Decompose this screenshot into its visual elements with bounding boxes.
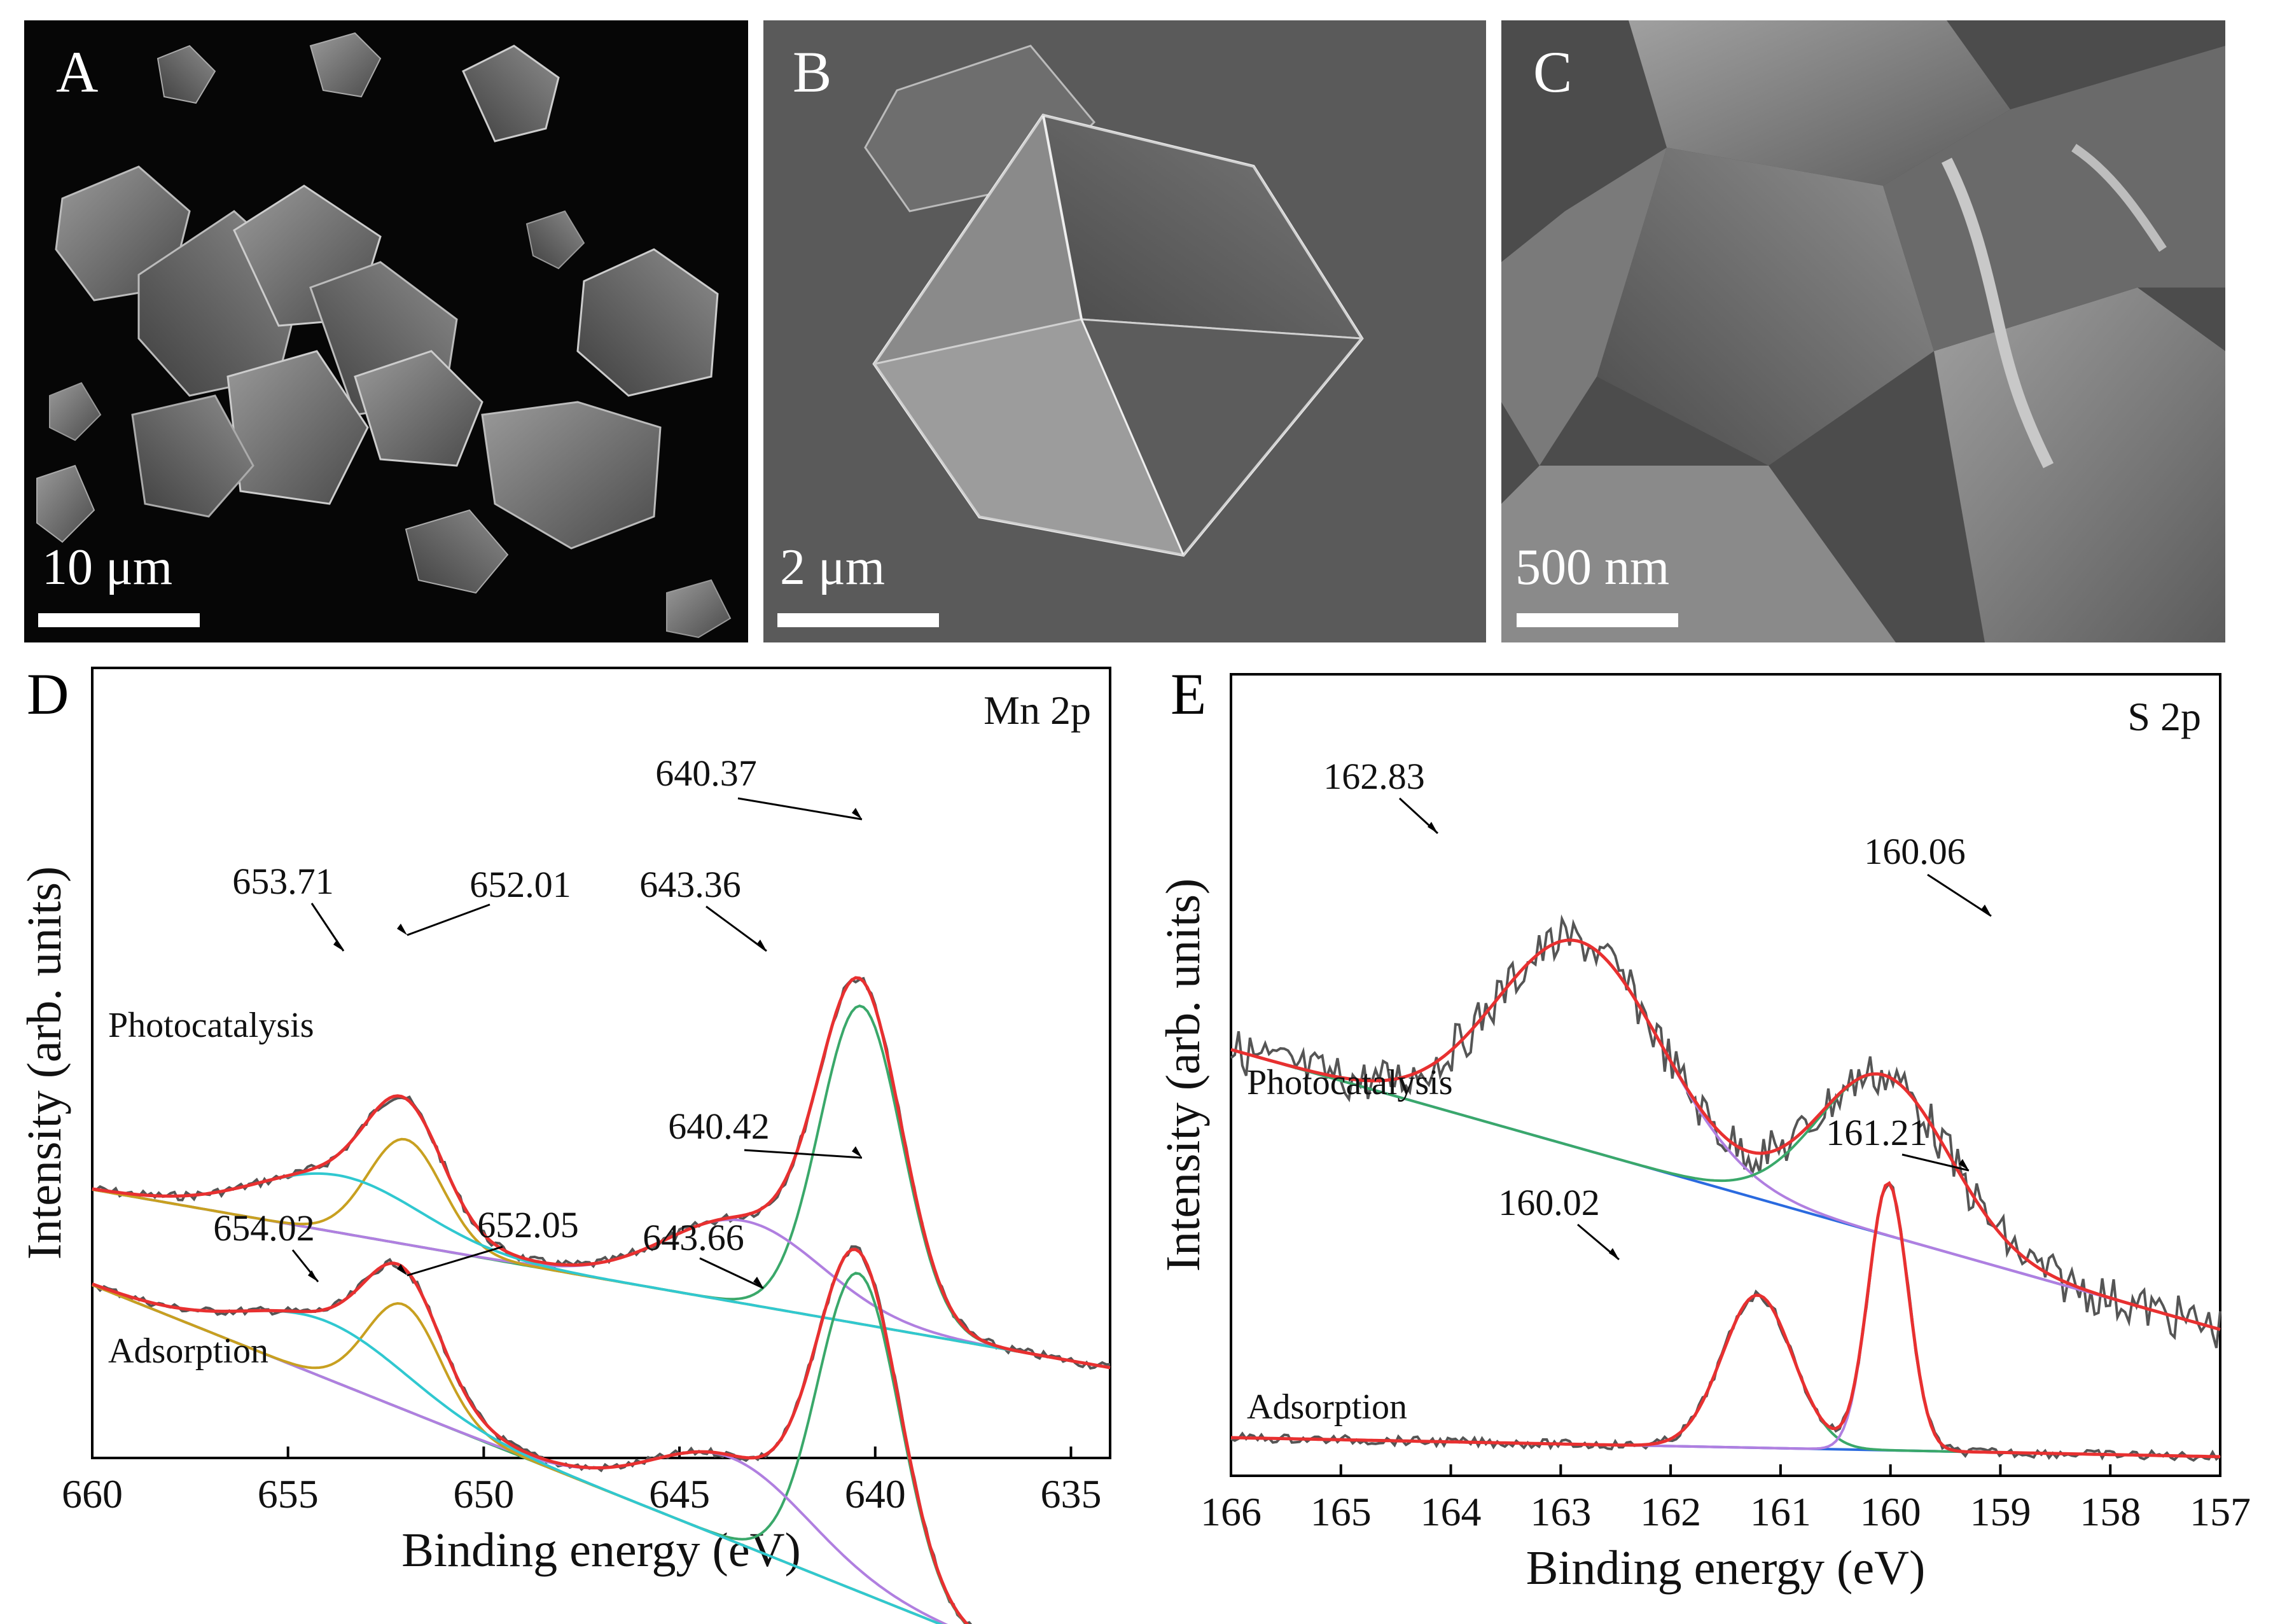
x-tick-label: 655 [258,1471,319,1516]
x-tick-label: 160 [1860,1489,1921,1534]
peak-arrow [1901,1153,1970,1172]
peak-label: 643.36 [639,864,741,905]
s2p-plot-svg: 166 165 164 163 162 161 160 159 158 157 Binding en… [1157,673,2251,1595]
arrow-head [1959,1159,1969,1170]
scale-label-a: 10 μm [42,539,173,595]
peak-label: 161.21 [1826,1112,1928,1153]
arrow-head [756,940,767,951]
peak-arrow [737,797,863,821]
scale-bar-b [777,613,939,627]
x-tick-label: 650 [453,1471,514,1516]
component-fit [1230,1294,2221,1458]
plot-frame [1230,673,2221,1477]
sem-image-c: C 500 nm [1501,20,2225,642]
x-tick-label: 640 [845,1471,906,1516]
peak-label: 162.83 [1323,756,1425,797]
plot-frame [91,667,1111,1459]
peak-arrow [744,1149,863,1159]
single-octahedron-picture [864,45,1364,557]
x-tick-label: 166 [1200,1489,1262,1534]
sem-image-b: B 2 μm [763,20,1486,642]
arrow-head [308,1270,318,1282]
x-axis-label: Binding energy (eV) [1526,1541,1926,1595]
peak-arrow [407,1246,503,1277]
scale-bar-c [1517,613,1678,627]
sem-image-a: A 10 μm [24,20,748,642]
arrow-head [852,808,862,819]
panel-letter-b: B [793,39,832,104]
envelope-fit [92,976,1111,1370]
peak-arrow [699,1257,764,1289]
scale-label-b: 2 μm [780,539,886,595]
peak-arrow [1927,873,1992,917]
peak-label: 160.02 [1498,1182,1600,1223]
panel-letter-a: A [56,39,99,104]
arrow-head [1609,1248,1619,1260]
x-tick-label: 635 [1040,1471,1101,1516]
mn2p-plot-svg: 660 655 650 645 640 635 Binding energy (eV) Int… [18,667,1111,1624]
arrow-head [1981,905,1991,916]
peak-label: 643.66 [643,1217,744,1258]
x-tick-label: 157 [2190,1489,2251,1534]
arrow-head [397,1264,407,1275]
x-tick-label: 164 [1421,1489,1482,1534]
peak-label: 160.06 [1864,831,1966,872]
x-tick-label: 159 [1970,1489,2031,1534]
sample-label: Photocatalysis [108,1006,314,1045]
x-tick-label: 161 [1750,1489,1811,1534]
arrow-head [852,1146,862,1158]
peak-label: 640.42 [668,1106,770,1147]
envelope-fit [92,1247,970,1624]
x-tick-label: 645 [649,1471,710,1516]
x-tick-label: 158 [2080,1489,2141,1534]
peak-label: 652.01 [469,864,571,905]
xps-chart-s2p: 166 165 164 163 162 161 160 159 158 157 Binding en… [1139,655,2280,1624]
sample-label: Photocatalysis [1247,1063,1453,1102]
y-axis-label: Intensity (arb. units) [1157,878,1210,1272]
envelope-fit [1230,1181,2221,1459]
panel-letter-c: C [1533,39,1573,104]
arrow-head [1428,822,1438,833]
xps-chart-mn2p: 660 655 650 645 640 635 Binding energy (eV) Int… [0,655,1139,1624]
surface-closeup-picture [1501,20,2225,642]
crystal-cluster-picture [36,32,732,639]
x-tick-label: 660 [62,1471,123,1516]
chart-title: S 2p [2127,694,2201,739]
arrow-head [397,924,407,935]
x-tick-label: 163 [1530,1489,1591,1534]
sample-label: Adsorption [108,1331,268,1371]
envelope-fit [1230,938,2221,1331]
scale-label-c: 500 nm [1515,539,1670,595]
peak-arrow [407,903,490,936]
x-tick-label: 165 [1310,1489,1372,1534]
peak-label: 653.71 [232,861,334,902]
sample-label: Adsorption [1247,1387,1407,1427]
peak-label: 654.02 [213,1207,315,1249]
scale-bar-a [38,613,200,627]
peak-label: 652.05 [477,1204,579,1246]
panel-letter-d: D [27,662,69,726]
chart-title: Mn 2p [984,688,1091,733]
y-axis-label: Intensity (arb. units) [18,866,71,1260]
peak-label: 640.37 [655,753,757,794]
peak-arrow [706,905,767,952]
x-tick-label: 162 [1640,1489,1701,1534]
arrow-head [333,940,344,951]
panel-letter-e: E [1171,662,1207,726]
x-axis-label: Binding energy (eV) [401,1523,801,1577]
arrow-head [753,1277,763,1288]
